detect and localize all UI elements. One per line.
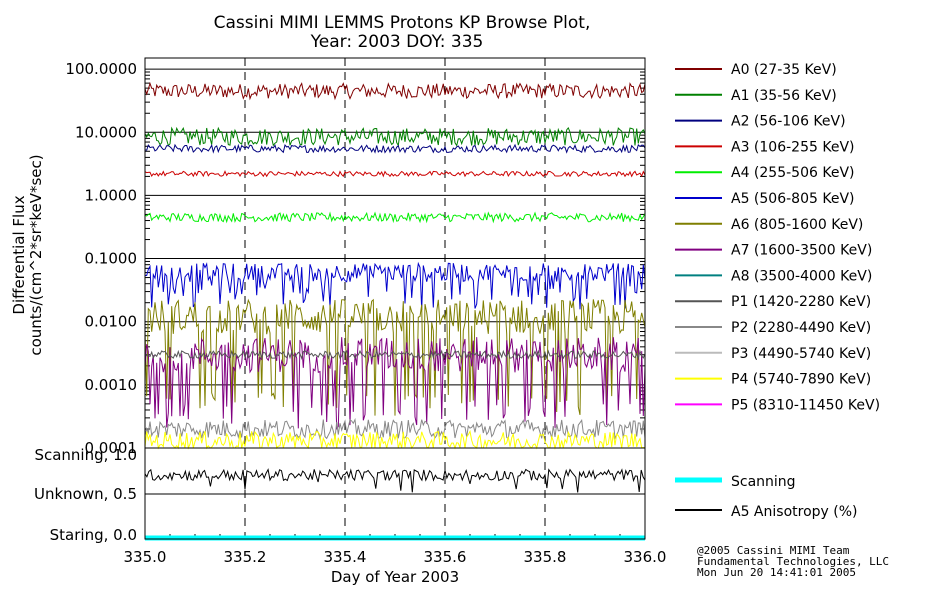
legend-label: A3 (106-255 KeV) bbox=[731, 139, 854, 155]
legend-label: A1 (35-56 KeV) bbox=[731, 88, 837, 104]
series-line bbox=[144, 143, 646, 154]
x-tick-label: 335.0 bbox=[124, 548, 167, 566]
x-axis-ticks: 335.0 335.2 335.4 335.6 335.8 336.0 bbox=[124, 548, 667, 566]
legend-label: A0 (27-35 KeV) bbox=[731, 62, 837, 78]
x-tick-label: 335.2 bbox=[224, 548, 267, 566]
x-tick-label: 336.0 bbox=[624, 548, 667, 566]
series-line bbox=[144, 417, 646, 440]
y-tick-label: 0.0100 bbox=[85, 313, 138, 331]
legend-label: A5 Anisotropy (%) bbox=[731, 504, 858, 520]
status-panel-y-ticks: Scanning, 1.0 Unknown, 0.5 Staring, 0.0 bbox=[34, 446, 137, 544]
x-tick-label: 335.4 bbox=[324, 548, 367, 566]
legend-label: P3 (4490-5740 KeV) bbox=[731, 346, 871, 362]
legend-label: A7 (1600-3500 KeV) bbox=[731, 243, 872, 259]
credit-company: Fundamental Technologies, LLC bbox=[697, 555, 889, 568]
y-tick-label: 1.0000 bbox=[85, 186, 138, 204]
y-tick-label: 10.0000 bbox=[75, 123, 137, 141]
series-line bbox=[144, 337, 646, 431]
legend-label: A8 (3500-4000 KeV) bbox=[731, 268, 872, 284]
series-line bbox=[144, 126, 646, 147]
credit-timestamp: Mon Jun 20 14:41:01 2005 bbox=[697, 566, 856, 579]
y-axis-label: Differential Flux bbox=[10, 195, 28, 314]
series-line bbox=[144, 170, 646, 178]
series-line bbox=[144, 81, 646, 101]
y-tick-label: 0.0010 bbox=[85, 376, 138, 394]
legend-label: A2 (56-106 KeV) bbox=[731, 114, 846, 130]
series-line bbox=[144, 468, 646, 493]
y-tick-label: 100.0000 bbox=[65, 60, 137, 78]
legend-label: A6 (805-1600 KeV) bbox=[731, 217, 863, 233]
y-tick-label: 0.1000 bbox=[85, 250, 138, 268]
series-line bbox=[144, 261, 646, 311]
y-axis-label-units: counts/(cm^2*sr*keV*sec) bbox=[27, 154, 45, 355]
credit-team: @2005 Cassini MIMI Team bbox=[697, 544, 850, 557]
flux-panel-series bbox=[144, 81, 646, 450]
y-tick-label: Scanning, 1.0 bbox=[34, 446, 137, 464]
y-tick-label: 0.0001 bbox=[85, 439, 138, 457]
series-line bbox=[144, 298, 646, 416]
x-tick-label: 335.8 bbox=[524, 548, 567, 566]
chart-title: Cassini MIMI LEMMS Protons KP Browse Plo… bbox=[214, 13, 591, 33]
y-tick-label: Unknown, 0.5 bbox=[34, 485, 137, 503]
legend-label: P5 (8310-11450 KeV) bbox=[731, 397, 880, 413]
status-panel-grid bbox=[145, 448, 645, 539]
legend-label: A4 (255-506 KeV) bbox=[731, 165, 854, 181]
x-axis-label: Day of Year 2003 bbox=[331, 568, 459, 586]
status-legend: Scanning A5 Anisotropy (%) bbox=[675, 474, 858, 520]
status-panel-frame bbox=[144, 447, 646, 540]
legend-label: P1 (1420-2280 KeV) bbox=[731, 294, 871, 310]
legend-label: Scanning bbox=[731, 474, 796, 490]
y-tick-label: Staring, 0.0 bbox=[50, 526, 137, 544]
chart-subtitle: Year: 2003 DOY: 335 bbox=[310, 32, 484, 52]
status-panel-series bbox=[144, 468, 646, 541]
legend-label: P4 (5740-7890 KeV) bbox=[731, 372, 871, 388]
series-line bbox=[144, 211, 646, 224]
legend-label: A5 (506-805 KeV) bbox=[731, 191, 854, 207]
flux-legend: A0 (27-35 KeV) A1 (35-56 KeV) A2 (56-106 K… bbox=[675, 62, 880, 413]
x-tick-label: 335.6 bbox=[424, 548, 467, 566]
series-line bbox=[144, 349, 646, 361]
legend-label: P2 (2280-4490 KeV) bbox=[731, 320, 871, 336]
flux-panel-y-ticks: 100.0000 10.0000 1.0000 0.1000 0.0100 0.0010 0… bbox=[65, 60, 137, 457]
series-line bbox=[144, 429, 646, 450]
